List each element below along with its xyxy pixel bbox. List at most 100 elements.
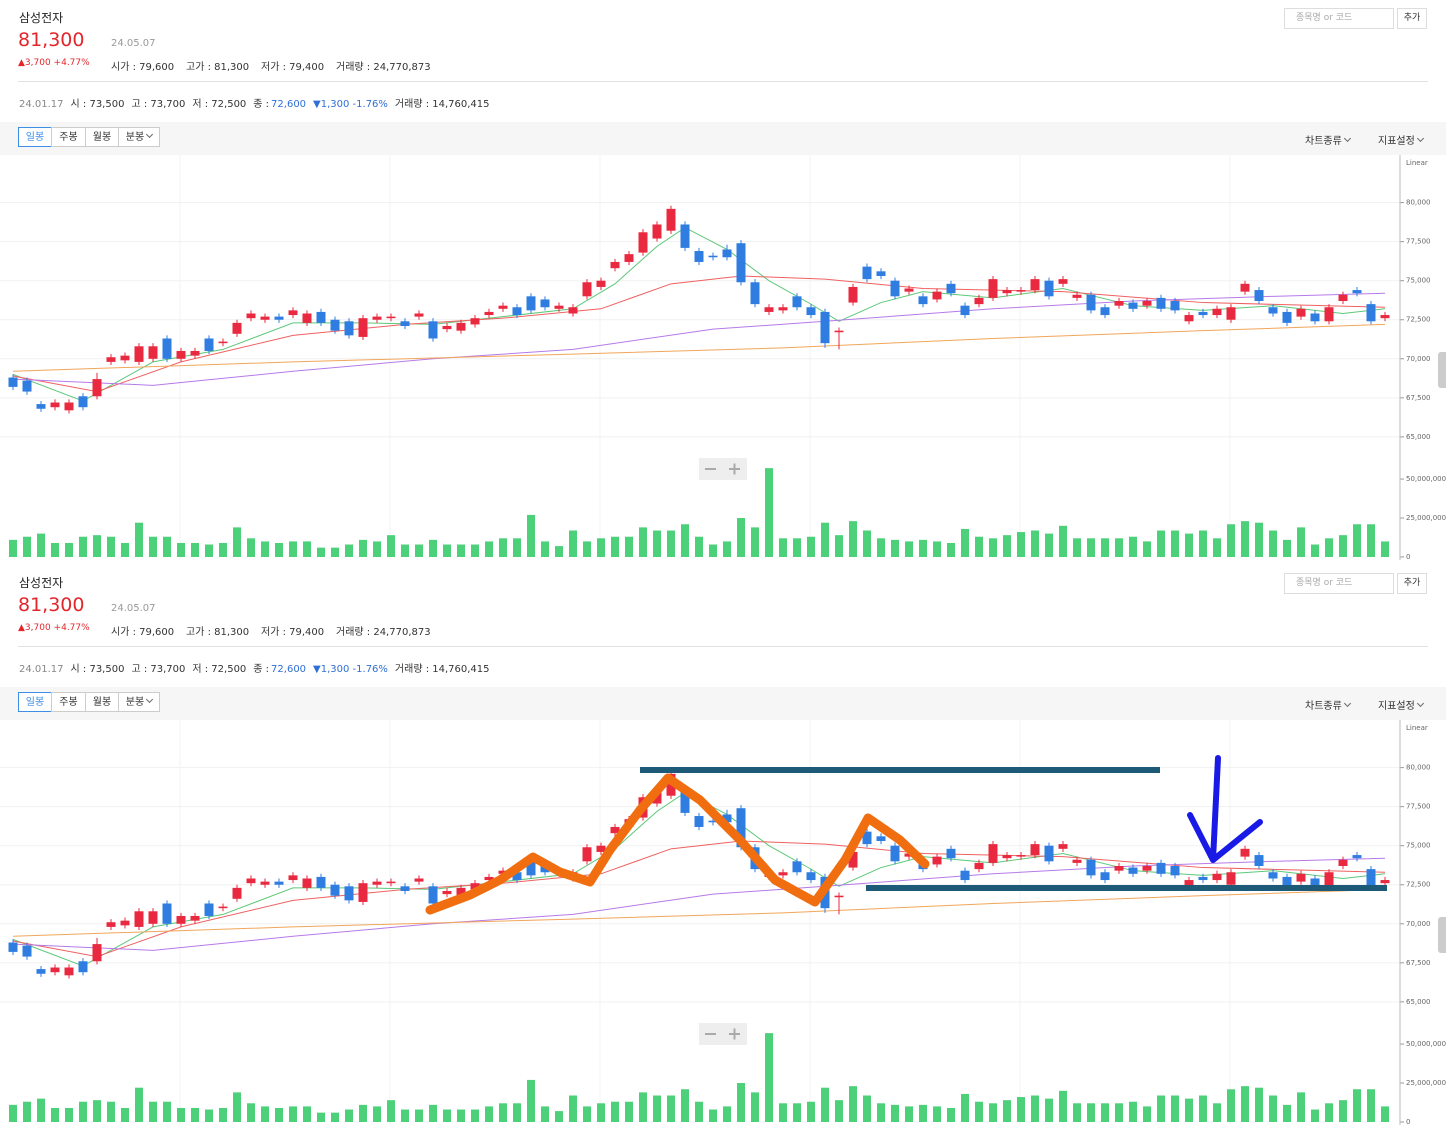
- chevron: [146, 695, 154, 704]
- candle-body: [834, 895, 844, 898]
- candle-body: [36, 969, 46, 974]
- candle-body: [1184, 315, 1194, 322]
- volume-bar: [569, 1095, 577, 1122]
- side-tab[interactable]: [1438, 352, 1446, 388]
- volume-bar: [1325, 538, 1333, 557]
- period-button[interactable]: 주봉: [51, 692, 86, 712]
- candle-body: [92, 379, 102, 397]
- candle-body: [1324, 307, 1334, 322]
- period-button[interactable]: 일봉: [18, 127, 52, 147]
- candle-body: [946, 848, 956, 859]
- volume-bar: [625, 536, 633, 557]
- side-tab[interactable]: [1438, 917, 1446, 953]
- option-button[interactable]: 차트종류: [1305, 132, 1351, 147]
- volume-bar: [681, 524, 689, 557]
- close-change: ▼1,300 -1.76%: [313, 99, 388, 110]
- add-button[interactable]: 추가: [1397, 573, 1427, 594]
- volume-bar: [9, 1104, 17, 1122]
- volume-bar: [1087, 538, 1095, 557]
- period-button[interactable]: 월봉: [85, 127, 119, 147]
- candle-body: [330, 884, 340, 896]
- candle-body: [708, 255, 718, 258]
- period-button[interactable]: 주봉: [51, 127, 86, 147]
- candle-body: [862, 831, 872, 845]
- volume-bar: [709, 544, 717, 557]
- volume-bar: [1269, 1095, 1277, 1122]
- candle-body: [414, 878, 424, 882]
- volume-bar: [261, 541, 269, 557]
- candle-body: [1184, 880, 1194, 887]
- option-button[interactable]: 지표설정: [1378, 132, 1424, 147]
- volume-bar: [1129, 1101, 1137, 1122]
- volume-bar: [1283, 1104, 1291, 1122]
- candle-body: [778, 307, 788, 311]
- add-button[interactable]: 추가: [1397, 8, 1427, 29]
- candle-body: [526, 296, 536, 311]
- volume-bar: [1227, 1089, 1235, 1122]
- volume-bar: [1185, 533, 1193, 557]
- volume-bar: [541, 541, 549, 557]
- candle-body: [792, 296, 802, 308]
- candle-body: [1058, 844, 1068, 849]
- volume-bar: [1353, 1089, 1361, 1122]
- option-label: 지표설정: [1378, 136, 1415, 147]
- candle-body: [1226, 872, 1236, 885]
- volume-bar: [667, 1095, 675, 1122]
- search-input[interactable]: 종목명 or 코드: [1284, 573, 1394, 594]
- close-label: 종 :: [253, 99, 270, 110]
- volume-bar: [1339, 1100, 1347, 1122]
- zoom-control: [699, 1023, 747, 1045]
- volume-bar: [37, 1098, 45, 1122]
- volume-bar: [1367, 524, 1375, 557]
- candle-body: [106, 922, 116, 927]
- candle-body: [218, 341, 228, 344]
- volume-bar: [933, 541, 941, 557]
- candle-body: [540, 299, 550, 308]
- period-button[interactable]: 분봉: [118, 127, 160, 147]
- volume-bar: [387, 535, 395, 557]
- candle-body: [988, 844, 998, 863]
- volume-bar: [1325, 1103, 1333, 1122]
- candle-body: [64, 967, 74, 976]
- volume-bar: [163, 536, 171, 557]
- period-button[interactable]: 분봉: [118, 692, 160, 712]
- volume-bar: [1045, 533, 1053, 557]
- volume-bar: [345, 544, 353, 557]
- candle-body: [134, 911, 144, 927]
- quote-field: 거래량 : 24,770,873: [336, 62, 431, 73]
- volume-bar: [709, 1109, 717, 1122]
- candle-body: [610, 826, 620, 834]
- close-value: 72,600: [271, 99, 307, 110]
- volume-bar: [1003, 535, 1011, 557]
- volume-bar: [1003, 1100, 1011, 1122]
- candle-body: [1198, 311, 1208, 316]
- search-input[interactable]: 종목명 or 코드: [1284, 8, 1394, 29]
- volume-bar: [1101, 1103, 1109, 1122]
- volume-bar: [51, 542, 59, 557]
- moving-average: [12, 275, 1386, 393]
- candle-body: [92, 944, 102, 962]
- candle-body: [946, 283, 956, 294]
- period-button[interactable]: 월봉: [85, 692, 119, 712]
- y-tick-label: 72,500: [1406, 316, 1431, 324]
- candle-body: [708, 820, 718, 823]
- option-button[interactable]: 지표설정: [1378, 697, 1424, 712]
- candle-body: [1114, 866, 1124, 871]
- chevron: [146, 130, 154, 139]
- option-button[interactable]: 차트종류: [1305, 697, 1351, 712]
- volume-bar: [807, 536, 815, 557]
- candle-body: [806, 307, 816, 316]
- candle-body: [1240, 283, 1250, 292]
- period-button[interactable]: 일봉: [18, 692, 52, 712]
- moving-average: [12, 840, 1386, 958]
- candle-body: [1100, 872, 1110, 881]
- volume-bar: [1311, 544, 1319, 557]
- volume-bar: [247, 538, 255, 557]
- candle-body: [190, 915, 200, 921]
- candle-body: [1044, 280, 1054, 297]
- candle-body: [484, 311, 494, 316]
- volume-bar: [695, 536, 703, 557]
- candle-body: [288, 875, 298, 881]
- volume-bar: [625, 1101, 633, 1122]
- quote-field: 저가 : 79,400: [261, 62, 325, 73]
